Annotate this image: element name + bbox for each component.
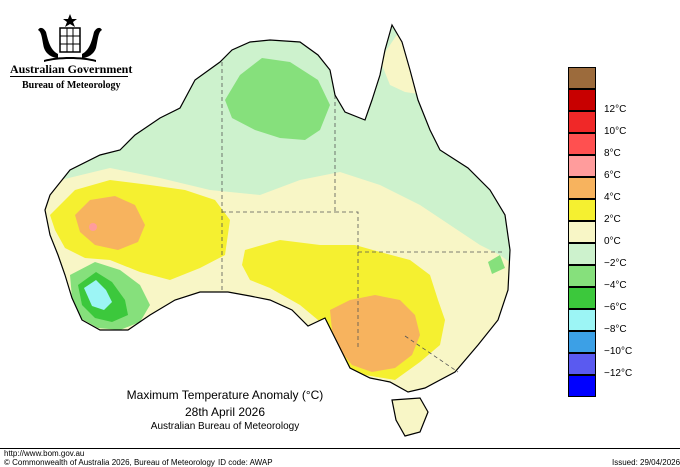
government-title: Australian Government: [10, 62, 133, 76]
footer-copyright: © Commonwealth of Australia 2026, Bureau…: [4, 458, 215, 467]
legend-label: 6°C: [604, 170, 621, 181]
footer-url[interactable]: http://www.bom.gov.au: [4, 449, 85, 458]
legend-label: 8°C: [604, 148, 621, 159]
legend-swatch: [568, 265, 596, 287]
coat-of-arms-icon: [38, 14, 102, 62]
footer-issued: Issued: 29/04/2026: [612, 458, 680, 467]
legend-swatch: [568, 111, 596, 133]
legend-swatch: [568, 177, 596, 199]
legend-swatch: [568, 155, 596, 177]
legend-label: −6°C: [604, 302, 627, 313]
legend-swatch: [568, 309, 596, 331]
legend-swatch: [568, 243, 596, 265]
legend-label: −2°C: [604, 258, 627, 269]
anomaly-warm4-southeast: [330, 295, 420, 372]
legend-swatch: [568, 331, 596, 353]
anomaly-cool4-east: [488, 255, 505, 274]
legend-label: −4°C: [604, 280, 627, 291]
anomaly-cool8-southwest: [84, 280, 112, 310]
nsw-vic-border: [404, 335, 459, 373]
legend-swatch: [568, 67, 596, 89]
legend-label: −12°C: [604, 368, 633, 379]
footer-divider: [0, 448, 680, 449]
legend-swatch: [568, 199, 596, 221]
state-borders: [221, 62, 505, 373]
map-source: Australian Bureau of Meteorology: [150, 421, 300, 432]
legend-label: 2°C: [604, 214, 621, 225]
legend-label: 4°C: [604, 192, 621, 203]
title-divider: [10, 76, 128, 77]
legend-label: 0°C: [604, 236, 621, 247]
legend-label: −10°C: [604, 346, 633, 357]
tasmania-coastline: [391, 397, 429, 437]
legend-label: 10°C: [604, 126, 627, 137]
footer-id-code: ID code: AWAP: [218, 458, 273, 467]
qld-border: [335, 211, 505, 253]
anomaly-cool4-north: [225, 58, 330, 140]
legend-swatch: [568, 89, 596, 111]
anomaly-tasmania: [392, 398, 428, 436]
bureau-title: Bureau of Meteorology: [22, 80, 121, 91]
legend-swatch: [568, 133, 596, 155]
legend-label: −8°C: [604, 324, 627, 335]
legend-swatch: [568, 375, 596, 397]
map-title: Maximum Temperature Anomaly (°C): [126, 388, 324, 402]
anomaly-warm6-spot: [89, 223, 97, 231]
map-date: 28th April 2026: [184, 405, 266, 419]
legend-swatch: [568, 353, 596, 375]
australian-government-crest: [8, 10, 133, 95]
legend-swatch: [568, 287, 596, 309]
anomaly-warm4-west: [75, 196, 145, 250]
legend-label: 12°C: [604, 104, 627, 115]
legend-swatch: [568, 221, 596, 243]
